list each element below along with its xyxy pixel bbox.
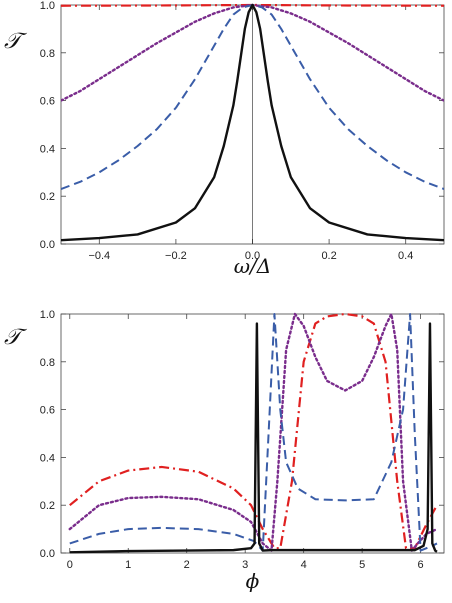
y-tick-label: 1.0 xyxy=(40,309,55,321)
x-tick-label: 6 xyxy=(418,559,424,571)
x-tick-label: 4 xyxy=(301,559,307,571)
x-tick-label: −0.2 xyxy=(165,250,187,262)
series-line-dash-dot xyxy=(69,312,438,550)
y-tick-label: 0.0 xyxy=(40,239,55,251)
y-tick-label: 0.4 xyxy=(40,452,55,464)
x-tick-label: 0 xyxy=(67,559,73,571)
x-tick-label: 2 xyxy=(184,559,190,571)
y-tick-label: 0.8 xyxy=(40,357,55,369)
series-line-dash-dot xyxy=(61,3,444,7)
x-tick-label: 1 xyxy=(125,559,131,571)
series-line-dashed xyxy=(69,313,438,552)
y-tick-label: 0.8 xyxy=(40,48,55,60)
x-tick-label: 5 xyxy=(359,559,365,571)
y-tick-label: 0.4 xyxy=(40,143,55,155)
plot-frame xyxy=(60,313,445,554)
series-line-solid xyxy=(69,322,438,554)
series-line-solid xyxy=(61,3,444,242)
y-axis-label: 𝒯 xyxy=(4,325,28,350)
y-tick-label: 0.6 xyxy=(40,405,55,417)
bottom-panel: 0 1 2 3 4 5 6 0.0 0.2 0.4 0.6 0.8 1.0 ϕ 𝒯 xyxy=(4,309,445,593)
y-tick-label: 0.6 xyxy=(40,96,55,108)
top-panel: −0.4 −0.2 0.0 0.2 0.4 0.0 0.2 0.4 0.6 0.8 1.0 ω/Δ 𝒯 xyxy=(4,0,445,278)
y-tick-label: 0.2 xyxy=(40,191,55,203)
x-tick-label: 0.0 xyxy=(245,250,260,262)
series-line-dotted xyxy=(68,312,439,552)
x-tick-label: −0.4 xyxy=(88,250,110,262)
y-axis-label: 𝒯 xyxy=(4,29,28,54)
x-axis-label: ϕ xyxy=(246,569,260,593)
y-tick-label: 0.2 xyxy=(40,500,55,512)
x-tick-label: 0.2 xyxy=(321,250,336,262)
x-tick-label: 0.4 xyxy=(398,250,413,262)
y-tick-label: 0.0 xyxy=(40,548,55,560)
x-tick-label: 3 xyxy=(242,559,248,571)
x-axis-label: ω/Δ xyxy=(234,254,272,278)
y-tick-label: 1.0 xyxy=(40,0,55,12)
